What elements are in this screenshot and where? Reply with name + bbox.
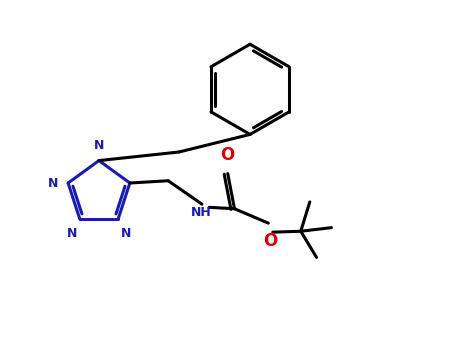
Text: N: N <box>121 228 131 240</box>
Text: N: N <box>48 176 58 189</box>
Text: NH: NH <box>191 206 212 219</box>
Text: O: O <box>263 232 277 250</box>
Text: N: N <box>94 139 104 152</box>
Text: N: N <box>66 228 77 240</box>
Text: O: O <box>221 146 235 163</box>
